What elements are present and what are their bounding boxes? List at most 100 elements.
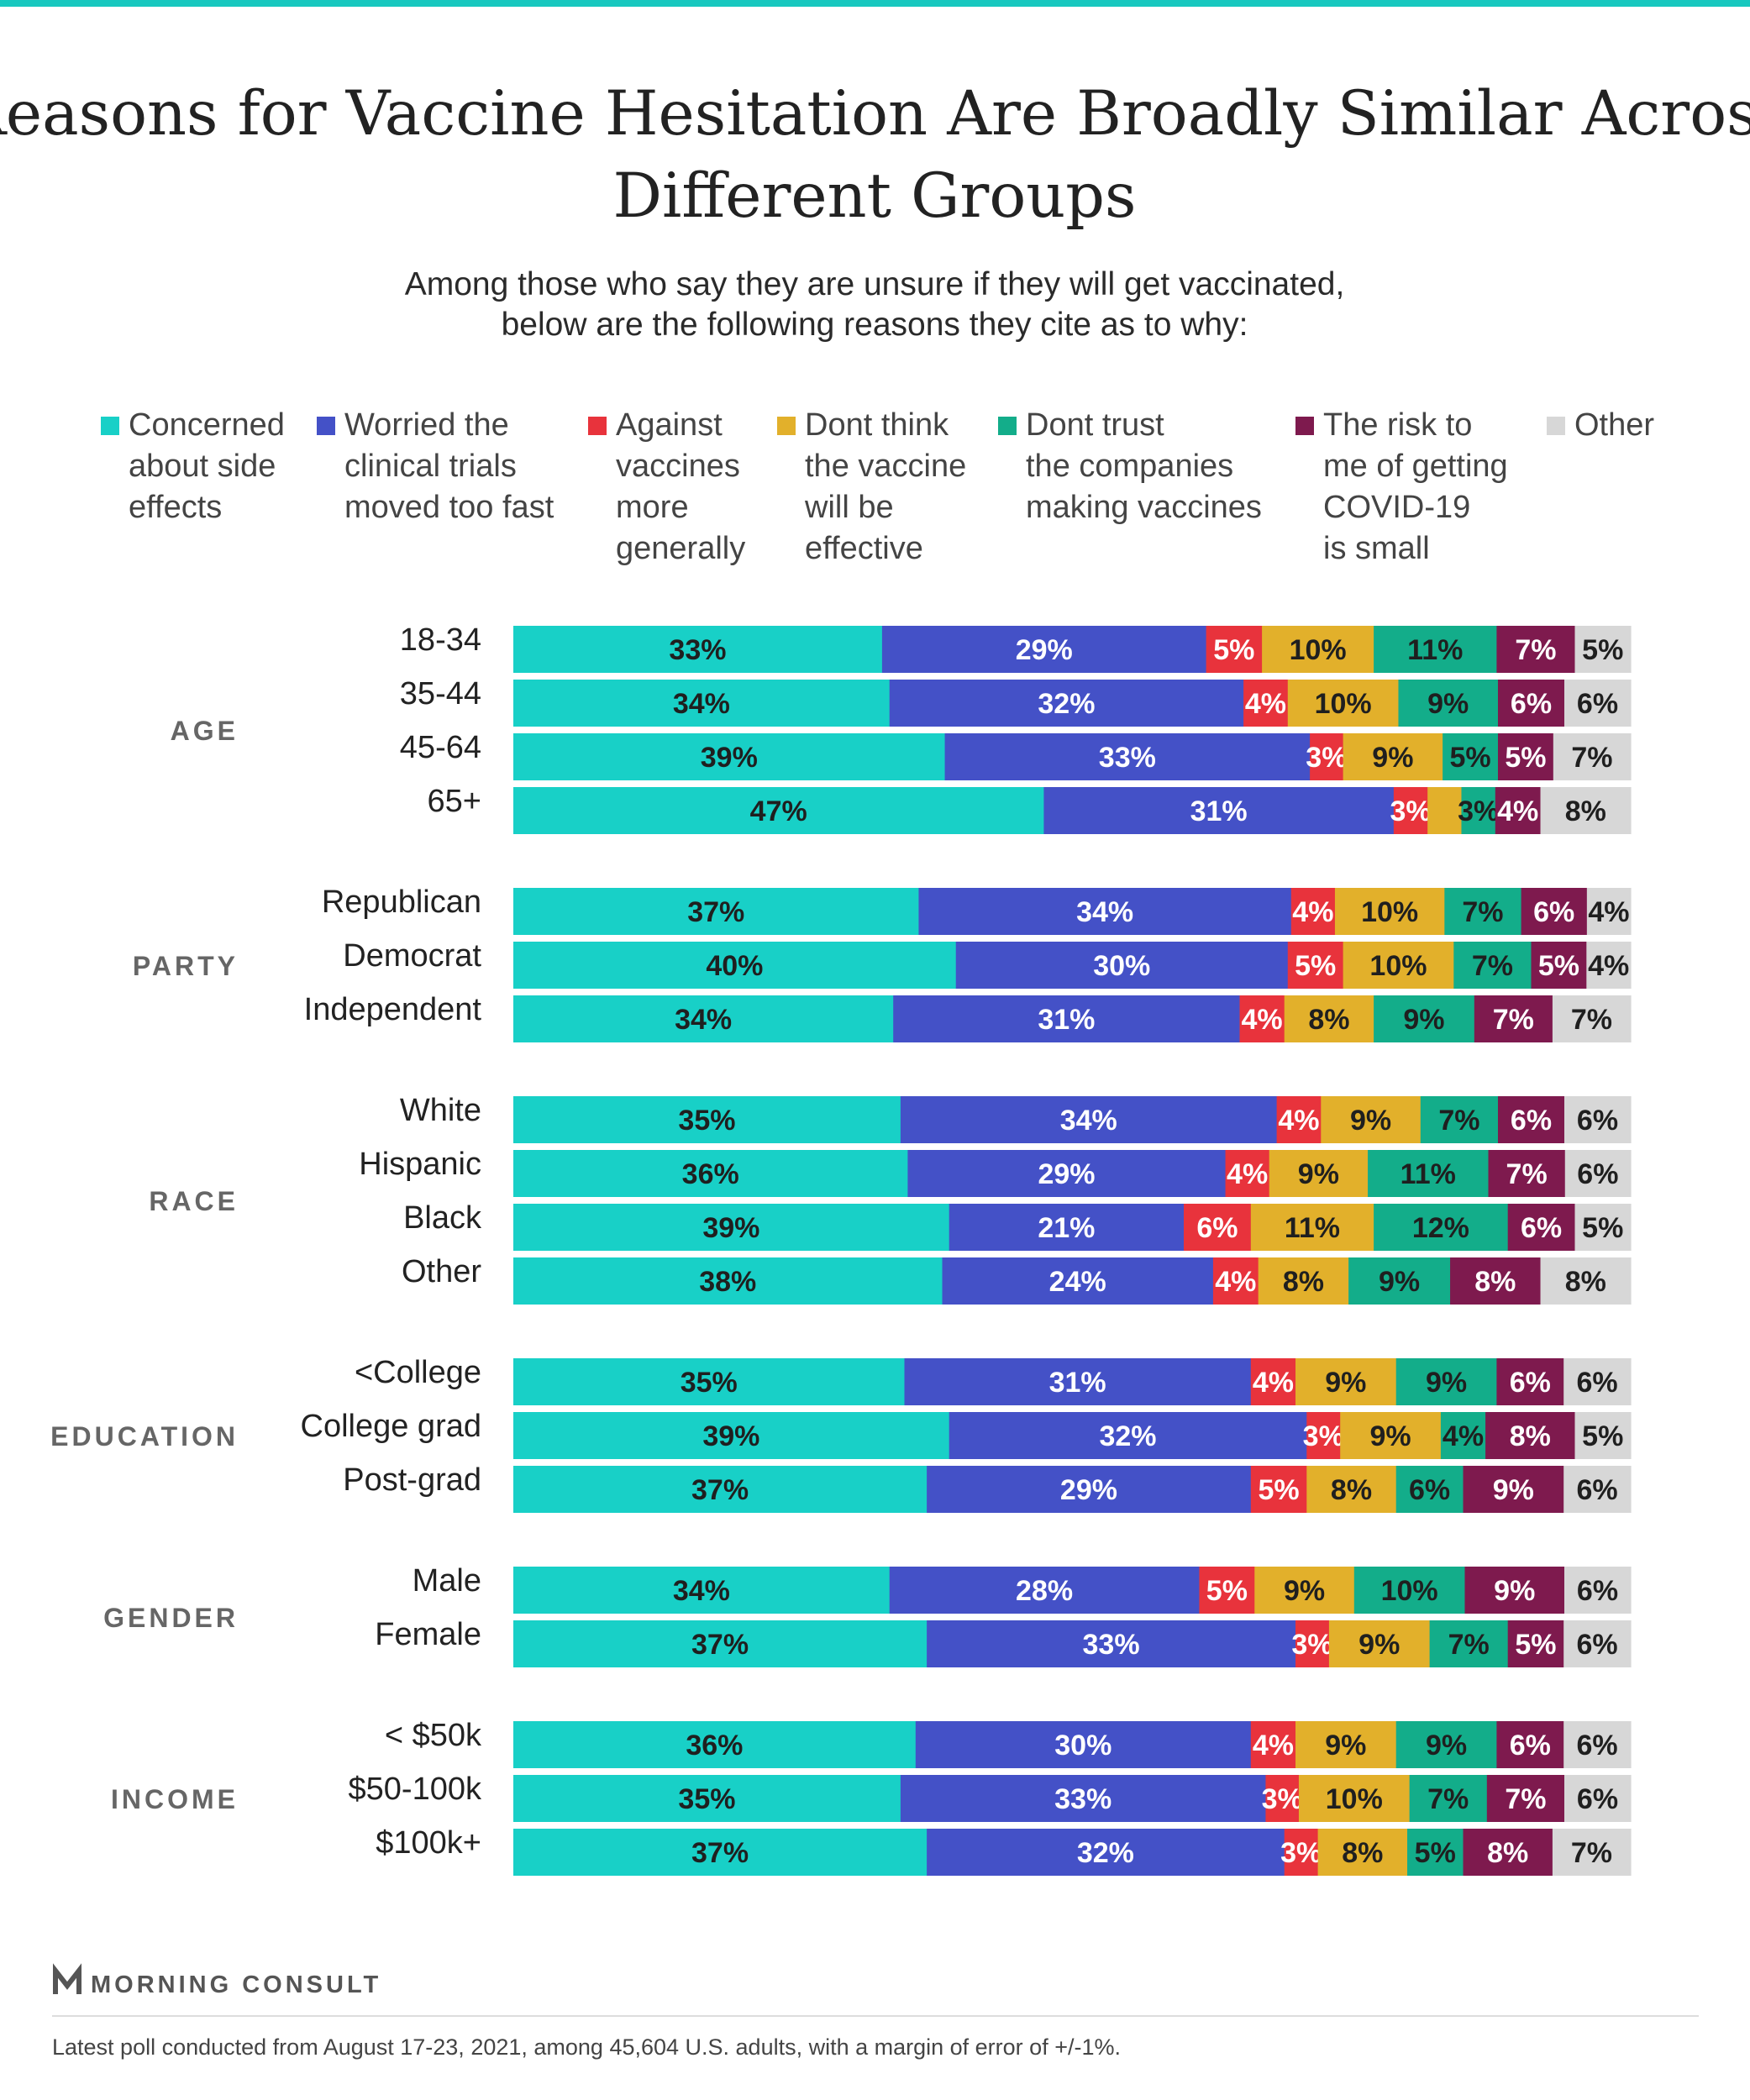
- group-label-gender: GENDER: [103, 1603, 239, 1633]
- bar-segment-risk: [1464, 1567, 1565, 1614]
- bar-segment-against: [1239, 995, 1285, 1042]
- legend-label-risk: me of getting: [1323, 449, 1508, 484]
- bar-segment-concerned: [513, 1721, 917, 1768]
- legend-label-concerned: effects: [129, 490, 222, 525]
- footer: MORNING CONSULT Latest poll conducted fr…: [52, 1963, 1699, 2060]
- bar-segment-concerned: [513, 680, 891, 727]
- bar-segment-concerned: [513, 787, 1045, 834]
- bar-value-label: 31%: [1049, 1367, 1106, 1399]
- footnote: Latest poll conducted from August 17-23,…: [52, 2034, 1121, 2060]
- bar-segment-against: [1276, 1096, 1322, 1143]
- bar-value-label: 34%: [1060, 1105, 1117, 1137]
- bar-value-label: 37%: [691, 1629, 749, 1661]
- bar-value-label: 6%: [1577, 1629, 1618, 1661]
- bar-segment-worried: [893, 995, 1241, 1042]
- bar-value-label: 35%: [678, 1105, 735, 1137]
- bar-value-label: 21%: [1038, 1212, 1095, 1244]
- bar-segment-concerned: [513, 1358, 906, 1405]
- row-label: $100k+: [376, 1825, 481, 1861]
- bar-segment-against: [1295, 1620, 1330, 1667]
- bar-value-label: 4%: [1253, 1367, 1294, 1399]
- group-label-race: RACE: [149, 1186, 239, 1216]
- bar-value-label: 10%: [1381, 1575, 1438, 1607]
- bar-value-label: 6%: [1577, 1158, 1618, 1190]
- legend-swatch-dont_trust: [998, 417, 1017, 435]
- bar-value-label: 36%: [682, 1158, 739, 1190]
- bar-segment-risk: [1496, 1358, 1564, 1405]
- bar-segment-dont_trust: [1461, 787, 1496, 834]
- bar-value-label: 35%: [681, 1367, 738, 1399]
- bar-value-label: 6%: [1533, 896, 1574, 928]
- bar-segment-concerned: [513, 1829, 928, 1876]
- bar-segment-dont_think: [1340, 1412, 1442, 1459]
- bar-segment-against: [1225, 1150, 1270, 1197]
- bar-segment-dont_think: [1321, 1096, 1422, 1143]
- bar-value-label: 29%: [1038, 1158, 1095, 1190]
- bar-segment-other: [1563, 1775, 1632, 1822]
- bar-segment-other: [1563, 1096, 1632, 1143]
- legend-label-dont_trust: making vaccines: [1026, 490, 1262, 525]
- bar-value-label: 30%: [1093, 950, 1150, 982]
- bar-segment-other: [1563, 1721, 1632, 1768]
- bar-value-label: 34%: [673, 1575, 730, 1607]
- bar-segment-against: [1393, 787, 1428, 834]
- bar-segment-dont_think: [1258, 1257, 1349, 1305]
- bar-segment-dont_trust: [1348, 1257, 1451, 1305]
- bar-segment-other: [1586, 888, 1632, 935]
- bar-value-label: 8%: [1308, 1004, 1349, 1036]
- bar-segment-other: [1574, 1204, 1632, 1251]
- bar-segment-concerned: [513, 1775, 901, 1822]
- legend-label-dont_think: effective: [805, 531, 923, 566]
- bar-segment-dont_trust: [1440, 1412, 1486, 1459]
- bar-segment-other: [1553, 733, 1632, 780]
- bar-value-label: 34%: [675, 1004, 732, 1036]
- bar-segment-dont_think: [1334, 888, 1445, 935]
- bar-segment-other: [1552, 1829, 1632, 1876]
- bar-segment-against: [1290, 888, 1336, 935]
- bar-segment-risk: [1474, 995, 1553, 1042]
- bar-value-label: 9%: [1379, 1266, 1420, 1298]
- bar-value-label: 11%: [1285, 1212, 1340, 1244]
- group-label-party: PARTY: [133, 951, 239, 981]
- bar-segment-risk: [1497, 733, 1554, 780]
- bar-segment-dont_think: [1295, 1721, 1397, 1768]
- bar-segment-worried: [944, 733, 1311, 780]
- bar-value-label: 5%: [1213, 634, 1254, 666]
- bar-segment-other: [1563, 680, 1632, 727]
- bar-segment-dont_think: [1427, 787, 1463, 834]
- bar-value-label: 29%: [1016, 634, 1073, 666]
- chart-subtitle-line-2: below are the following reasons they cit…: [502, 307, 1248, 343]
- bar-segment-dont_trust: [1374, 995, 1475, 1042]
- bar-value-label: 3%: [1280, 1837, 1322, 1869]
- bar-value-label: 6%: [1196, 1212, 1238, 1244]
- bar-segment-concerned: [513, 888, 920, 935]
- bar-value-label: 6%: [1577, 1474, 1618, 1506]
- bar-segment-against: [1310, 733, 1344, 780]
- bar-value-label: 4%: [1588, 950, 1629, 982]
- bar-value-label: 4%: [1253, 1730, 1294, 1761]
- bar-segment-risk: [1507, 1620, 1564, 1667]
- bar-value-label: 31%: [1038, 1004, 1095, 1036]
- bar-value-label: 35%: [678, 1783, 735, 1815]
- bar-segment-against: [1250, 1466, 1307, 1513]
- bar-value-label: 3%: [1306, 742, 1347, 774]
- bar-value-label: 7%: [1427, 1783, 1469, 1815]
- bar-value-label: 5%: [1582, 1212, 1623, 1244]
- bar-segment-concerned: [513, 1096, 901, 1143]
- bar-segment-dont_trust: [1395, 1721, 1497, 1768]
- bar-value-label: 7%: [1571, 742, 1612, 774]
- top-accent-bar: [0, 0, 1750, 7]
- bar-segment-against: [1287, 942, 1344, 989]
- bar-segment-worried: [889, 680, 1244, 727]
- bar-value-label: 10%: [1315, 688, 1372, 720]
- legend-swatch-concerned: [101, 417, 119, 435]
- row-label: < $50k: [385, 1718, 482, 1753]
- group-label-education: EDUCATION: [50, 1421, 239, 1452]
- bar-value-label: 36%: [686, 1730, 743, 1761]
- bar-segment-dont_think: [1254, 1567, 1355, 1614]
- bar-segment-risk: [1497, 680, 1565, 727]
- bar-value-label: 37%: [691, 1837, 749, 1869]
- bar-segment-worried: [927, 1829, 1285, 1876]
- bar-segment-worried: [900, 1096, 1278, 1143]
- bar-segment-concerned: [513, 1257, 943, 1305]
